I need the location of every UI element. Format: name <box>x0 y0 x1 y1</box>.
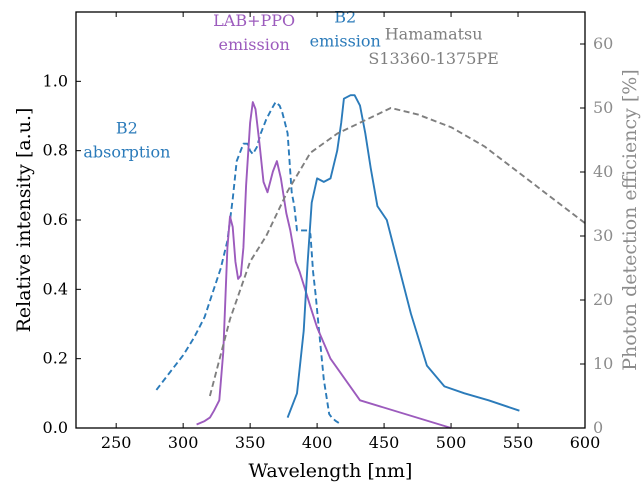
y-tick-label: 0.4 <box>43 279 68 298</box>
x-tick-label: 550 <box>503 433 534 452</box>
y2-tick-label: 0 <box>593 418 603 437</box>
y-tick-label: 0.8 <box>43 141 68 160</box>
y-axis-label: Relative intensity [a.u.] <box>13 108 35 333</box>
series-line-hamamatsu_pde <box>208 107 586 397</box>
b2-absorption-label-line-1: B2 <box>116 118 138 137</box>
y2-tick-label: 60 <box>593 34 613 53</box>
hamamatsu-label-line-1: Hamamatsu <box>385 25 483 44</box>
y2-tick-label: 30 <box>593 226 613 245</box>
ticks-layer: 250 300 350 400 450 500 550 6000.00.20.40.60.81… <box>43 12 613 452</box>
x-tick-label: 300 <box>168 433 199 452</box>
y-tick-label: 0.0 <box>43 418 68 437</box>
y-tick-label: 1.0 <box>43 71 68 90</box>
plot-frame <box>75 11 586 429</box>
x-tick-label: 400 <box>302 433 333 452</box>
annotations-layer: LAB+PPO emission B2 emission B2 absorption Ham… <box>83 7 498 161</box>
x-tick-label: 350 <box>235 433 266 452</box>
y-tick-label: 0.2 <box>43 349 68 368</box>
b2-absorption-label-line-2: absorption <box>83 143 170 162</box>
x-tick-label: 250 <box>101 433 132 452</box>
series-layer <box>155 94 586 429</box>
b2-emission-label-line-2: emission <box>310 32 381 51</box>
y-tick-label: 0.6 <box>43 210 68 229</box>
series-line-b2_emission <box>286 94 520 418</box>
x-tick-label: 600 <box>570 433 601 452</box>
y2-tick-label: 40 <box>593 162 613 181</box>
labppo-label-line-1: LAB+PPO <box>213 11 295 30</box>
x-axis-label: Wavelength [nm] <box>249 460 413 482</box>
y2-tick-label: 10 <box>593 354 613 373</box>
y2-axis-label: Photon detection efficiency [%] <box>619 69 641 370</box>
hamamatsu-label-line-2: S13360-1375PE <box>368 49 498 68</box>
b2-emission-label-line-1: B2 <box>334 7 356 26</box>
series-line-b2_absorption <box>155 101 342 426</box>
x-tick-label: 450 <box>369 433 400 452</box>
y2-tick-label: 20 <box>593 290 613 309</box>
y2-tick-label: 50 <box>593 98 613 117</box>
x-tick-label: 500 <box>436 433 467 452</box>
labppo-label-line-2: emission <box>219 35 290 54</box>
series-line-labppo_emission <box>196 101 452 429</box>
